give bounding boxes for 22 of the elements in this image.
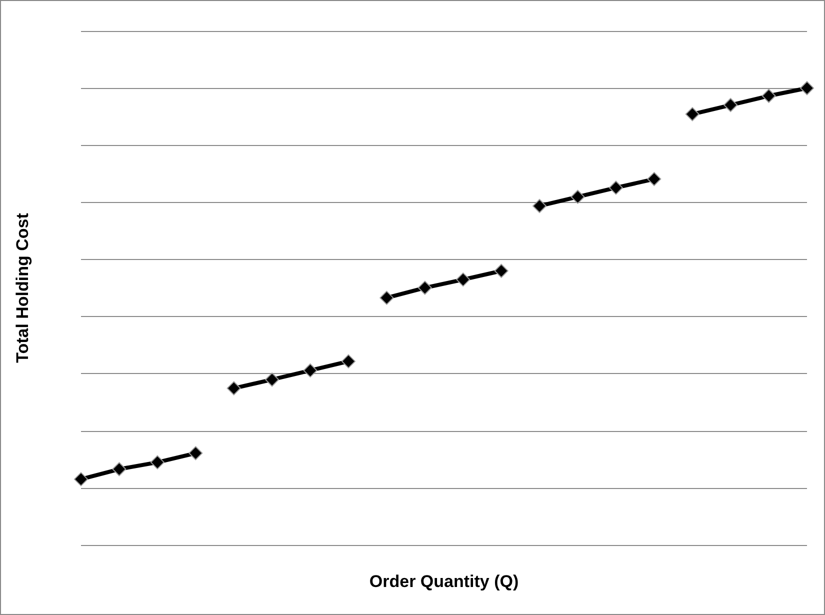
point [418, 280, 432, 295]
point [74, 472, 88, 486]
point [226, 381, 241, 396]
y-axis-title: Total Holding Cost [13, 212, 32, 363]
x-axis-title: Order Quantity (Q) [369, 572, 519, 591]
point [380, 290, 394, 305]
point [112, 462, 126, 476]
point [188, 446, 203, 460]
point [303, 363, 318, 378]
point [532, 198, 547, 213]
point [724, 98, 738, 112]
point [685, 107, 700, 122]
point [762, 88, 776, 103]
point [800, 81, 814, 96]
point [150, 455, 164, 470]
point [494, 264, 508, 278]
point [570, 190, 585, 204]
point [608, 180, 623, 195]
point [456, 272, 470, 287]
point [341, 354, 356, 368]
point [265, 372, 280, 387]
point [647, 172, 662, 186]
